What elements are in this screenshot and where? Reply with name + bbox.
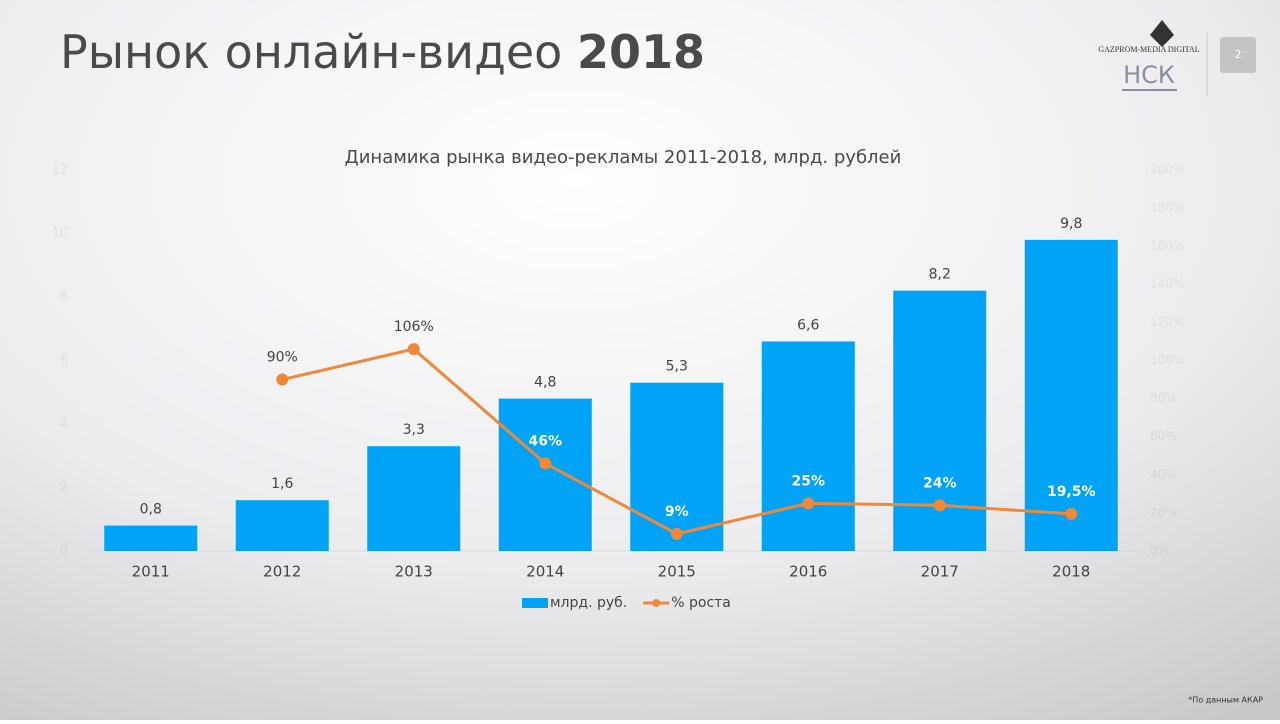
legend-swatch xyxy=(652,599,661,607)
data-label: 8,2 xyxy=(929,267,951,283)
y2-tick-label: 0% xyxy=(1150,544,1169,558)
data-label: 25% xyxy=(791,473,825,489)
x-tick-label: 2014 xyxy=(526,563,564,581)
bar xyxy=(630,382,724,551)
page-number: 2 xyxy=(1235,48,1242,61)
footnote: *По данным АКАР xyxy=(1188,696,1263,705)
bar xyxy=(367,446,461,551)
title-text: Рынок онлайн-видео xyxy=(60,25,562,79)
y2-tick-label: 180% xyxy=(1150,201,1184,215)
data-label: 0,8 xyxy=(140,502,162,518)
y-tick-label: 0 xyxy=(60,544,68,559)
y-tick-label: 4 xyxy=(60,417,68,432)
logo-text: НСК xyxy=(1123,61,1175,89)
line-point xyxy=(276,373,289,386)
x-tick-label: 2012 xyxy=(263,563,301,581)
data-label: 4,8 xyxy=(534,375,556,391)
y-tick-label: 8 xyxy=(60,290,68,305)
bar xyxy=(104,525,198,551)
data-label: 9% xyxy=(665,504,689,520)
data-label: 3,3 xyxy=(403,422,425,438)
x-tick-label: 2016 xyxy=(789,563,827,581)
line-point xyxy=(539,457,552,470)
data-label: 46% xyxy=(528,433,562,449)
line-point xyxy=(933,499,946,512)
y2-tick-label: 20% xyxy=(1150,505,1177,519)
bar xyxy=(1024,239,1118,551)
legend-label: % роста xyxy=(671,595,731,611)
x-tick-label: 2013 xyxy=(395,563,433,581)
y2-tick-label: 100% xyxy=(1150,353,1184,367)
bar xyxy=(498,398,592,551)
line-point xyxy=(670,527,683,540)
x-tick-label: 2017 xyxy=(921,563,959,581)
chart-title: Динамика рынка видео-рекламы 2011-2018, … xyxy=(345,147,902,168)
y2-tick-label: 40% xyxy=(1150,467,1177,481)
page-number-box xyxy=(1220,37,1256,73)
data-label: 106% xyxy=(394,319,434,335)
y2-tick-label: 200% xyxy=(1150,163,1184,177)
line-point xyxy=(407,343,420,356)
data-label: 19,5% xyxy=(1047,484,1096,500)
y-tick-label: 2 xyxy=(60,480,68,495)
bar xyxy=(761,341,855,551)
bar xyxy=(235,500,329,551)
x-tick-label: 2015 xyxy=(658,563,696,581)
y-tick-label: 10 xyxy=(51,226,68,241)
data-label: 6,6 xyxy=(797,317,819,333)
bar xyxy=(893,290,987,551)
data-label: 90% xyxy=(267,350,298,366)
legend-label: млрд. руб. xyxy=(550,595,627,611)
line-point xyxy=(802,497,815,510)
y2-tick-label: 60% xyxy=(1150,429,1177,443)
logo-caption: GAZPROM-MEDIA DIGITAL xyxy=(1098,45,1199,54)
data-label: 5,3 xyxy=(666,359,688,375)
x-tick-label: 2011 xyxy=(132,563,170,581)
y2-tick-label: 140% xyxy=(1150,277,1184,291)
logo: GAZPROM-MEDIA DIGITAL НСК xyxy=(1098,20,1208,96)
title-year: 2018 xyxy=(577,25,705,79)
y-tick-label: 12 xyxy=(51,163,68,178)
plot: 0246810120%20%40%60%80%100%120%140%160%1… xyxy=(51,163,1184,612)
data-label: 1,6 xyxy=(271,476,293,492)
line-point xyxy=(1065,507,1078,520)
data-label: 9,8 xyxy=(1060,216,1082,232)
data-label: 24% xyxy=(923,475,957,491)
y-tick-label: 6 xyxy=(60,353,68,368)
y2-tick-label: 120% xyxy=(1150,315,1184,329)
logo-icon xyxy=(1150,20,1174,47)
legend-swatch xyxy=(522,598,548,608)
y2-tick-label: 80% xyxy=(1150,391,1177,405)
slide-title: Рынок онлайн-видео 2018 xyxy=(60,25,705,79)
y2-tick-label: 160% xyxy=(1150,239,1184,253)
x-tick-label: 2018 xyxy=(1052,563,1090,581)
